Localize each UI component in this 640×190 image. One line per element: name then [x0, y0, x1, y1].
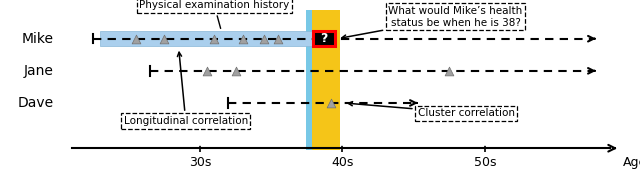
- Point: [259, 37, 269, 40]
- Text: 40s: 40s: [332, 156, 353, 169]
- Point: [326, 101, 336, 105]
- Point: [230, 69, 241, 72]
- Point: [209, 37, 220, 40]
- Text: Mike: Mike: [21, 32, 53, 46]
- Text: What would Mike’s health
status be when he is 38?: What would Mike’s health status be when …: [342, 6, 523, 39]
- Point: [131, 37, 141, 40]
- Bar: [306, 10, 312, 150]
- Text: Longitudinal correlation: Longitudinal correlation: [124, 52, 248, 126]
- Point: [202, 69, 212, 72]
- Text: 30s: 30s: [189, 156, 211, 169]
- Point: [273, 37, 284, 40]
- Point: [444, 69, 454, 72]
- Text: Jane: Jane: [24, 64, 53, 78]
- Text: Dave: Dave: [17, 96, 53, 110]
- Text: Age: Age: [623, 156, 640, 169]
- Text: ?: ?: [320, 32, 328, 45]
- Point: [237, 37, 248, 40]
- Text: Physical examination history: Physical examination history: [139, 0, 289, 28]
- Bar: [313, 31, 335, 46]
- Text: Cluster correlation: Cluster correlation: [348, 102, 515, 118]
- Bar: [100, 31, 335, 46]
- Point: [159, 37, 170, 40]
- Text: 50s: 50s: [474, 156, 496, 169]
- Bar: [311, 10, 340, 150]
